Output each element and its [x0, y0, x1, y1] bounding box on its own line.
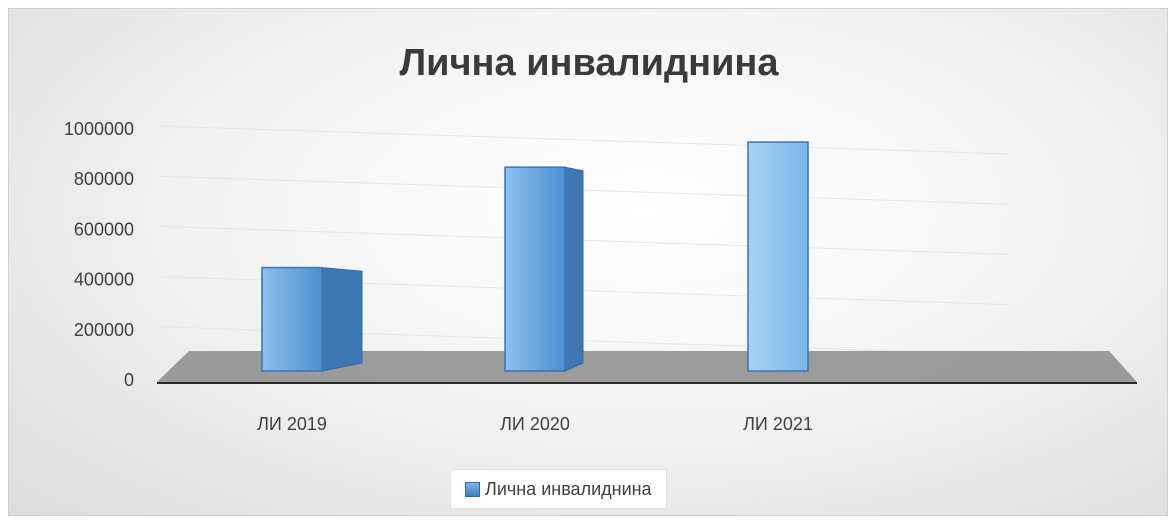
bar: [747, 141, 809, 372]
x-tick-label: ЛИ 2021: [743, 414, 813, 434]
legend-label: Лична инвалиднина: [485, 478, 652, 499]
bar: [261, 266, 363, 372]
legend-swatch: [465, 481, 480, 497]
y-tick-label: 800000: [74, 169, 134, 189]
y-axis: 0 200000 400000 600000 800000 1000000: [64, 119, 134, 390]
chart-floor: [157, 351, 1137, 384]
bar: [504, 166, 584, 372]
bars: [261, 141, 809, 372]
chart-svg: Лична инвалиднина 0 200000 400000 600000 800…: [64, 42, 1137, 434]
y-tick-label: 600000: [74, 219, 134, 239]
y-tick-label: 200000: [74, 320, 134, 340]
chart-title: Лична инвалиднина: [399, 42, 779, 84]
x-tick-label: ЛИ 2019: [257, 414, 327, 434]
x-axis: ЛИ 2019 ЛИ 2020 ЛИ 2021: [257, 414, 813, 434]
chart-area: Лична инвалиднина 0 200000 400000 600000 800…: [8, 8, 1168, 516]
floor-plane: [157, 351, 1137, 382]
gridline: [158, 175, 1010, 205]
legend: Лична инвалиднина: [450, 469, 667, 509]
gridline: [158, 225, 1010, 255]
y-tick-label: 0: [124, 370, 134, 390]
bar-front: [747, 141, 809, 372]
x-tick-label: ЛИ 2020: [500, 414, 570, 434]
bar-front: [261, 266, 323, 372]
y-tick-label: 1000000: [64, 119, 134, 139]
y-tick-label: 400000: [74, 270, 134, 290]
bar-side: [321, 267, 363, 372]
bar-side: [564, 166, 584, 372]
gridline: [158, 125, 1010, 155]
bar-front: [504, 166, 566, 372]
